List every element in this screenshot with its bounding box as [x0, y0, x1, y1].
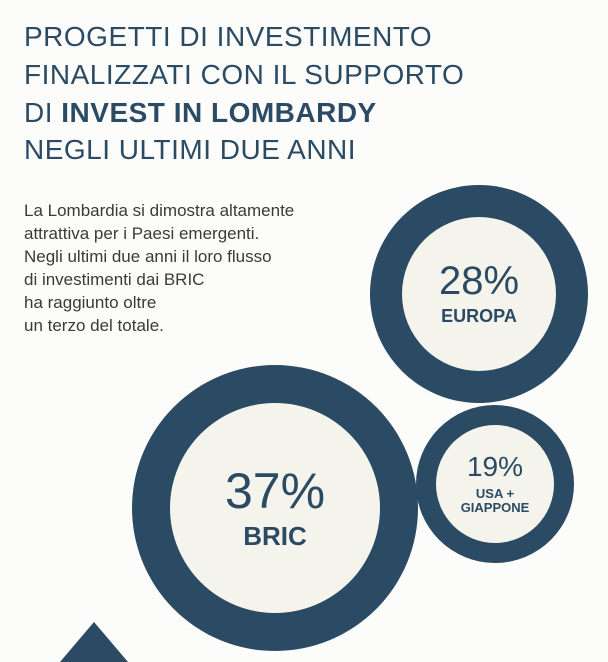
body-line2: attrattiva per i Paesi emergenti.: [24, 224, 259, 243]
chart-circle-inner: 19% USA +GIAPPONE: [436, 425, 554, 543]
chart-circle-pct: 28%: [439, 261, 519, 301]
title-line2: FINALIZZATI CON IL SUPPORTO: [24, 59, 464, 90]
body-paragraph: La Lombardia si dimostra altamente attra…: [24, 200, 334, 338]
body-line3: Negli ultimi due anni il loro flusso: [24, 247, 272, 266]
title-line4: NEGLI ULTIMI DUE ANNI: [24, 134, 356, 165]
body-line4: di investimenti dai BRIC: [24, 270, 204, 289]
chart-circle: 37% BRIC: [132, 365, 418, 651]
body-line6: un terzo del totale.: [24, 316, 164, 335]
title-line3-prefix: DI: [24, 97, 61, 128]
body-line5: ha raggiunto oltre: [24, 293, 156, 312]
chart-circle: 19% USA +GIAPPONE: [416, 405, 574, 563]
chart-circle-pct: 19%: [467, 453, 523, 481]
chart-circle-inner: 28% EUROPA: [402, 217, 556, 371]
page-title: PROGETTI DI INVESTIMENTO FINALIZZATI CON…: [24, 18, 464, 169]
chart-circle-label: EUROPA: [441, 307, 517, 327]
title-line1: PROGETTI DI INVESTIMENTO: [24, 21, 432, 52]
chart-circle: 28% EUROPA: [370, 185, 588, 403]
title-line3-bold: INVEST IN LOMBARDY: [61, 97, 376, 128]
chart-circle-inner: 37% BRIC: [170, 403, 380, 613]
arrow-up-icon: [60, 622, 128, 662]
body-line1: La Lombardia si dimostra altamente: [24, 201, 294, 220]
chart-circle-label: BRIC: [243, 522, 307, 551]
chart-circle-pct: 37%: [225, 466, 325, 516]
chart-circle-label: USA +GIAPPONE: [461, 487, 530, 516]
